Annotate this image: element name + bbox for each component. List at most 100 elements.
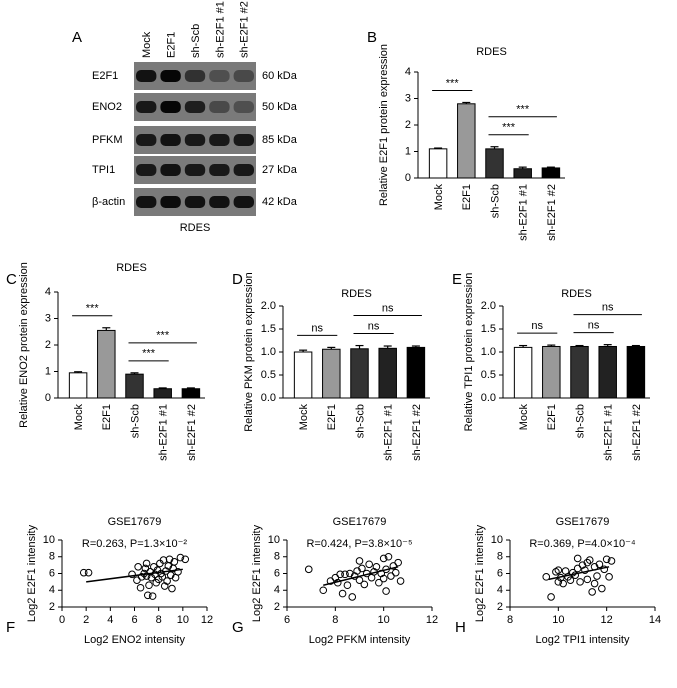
scatter-point bbox=[559, 579, 567, 588]
y-tick-label: 10 bbox=[491, 534, 503, 546]
bar bbox=[598, 345, 617, 399]
scatter-point bbox=[598, 584, 606, 593]
scatter-point bbox=[394, 558, 402, 567]
x-tick-label: E2F1 bbox=[326, 404, 338, 430]
blot-band bbox=[209, 134, 230, 146]
scatter-point bbox=[79, 568, 88, 577]
scatter-point bbox=[158, 573, 167, 581]
chart-title: RDES bbox=[476, 46, 507, 58]
x-tick-label: 12 bbox=[201, 614, 213, 626]
lane-label: sh-Scb bbox=[190, 24, 202, 58]
bar bbox=[293, 351, 313, 399]
protein-label: TPI1 bbox=[92, 164, 115, 176]
x-tick-label: sh-E2F1 #2 bbox=[631, 404, 643, 461]
x-tick-label: 12 bbox=[426, 614, 438, 626]
scatter-point bbox=[391, 568, 400, 577]
significance-label: *** bbox=[446, 77, 460, 89]
y-axis-label: Log2 E2F1 intensity bbox=[26, 524, 38, 622]
blot-band bbox=[184, 134, 206, 146]
scatter-point bbox=[581, 566, 589, 574]
size-label: 85 kDa bbox=[262, 134, 298, 146]
bar bbox=[428, 148, 448, 179]
protein-label: E2F1 bbox=[92, 70, 118, 82]
panel-letter: B bbox=[367, 29, 377, 46]
bar bbox=[513, 346, 533, 399]
significance-label: ns bbox=[382, 302, 394, 314]
scatter-point bbox=[384, 552, 393, 561]
scatter-point bbox=[585, 556, 594, 564]
x-tick-label: 14 bbox=[649, 614, 661, 626]
size-label: 42 kDa bbox=[262, 196, 298, 208]
chart-title: RDES bbox=[116, 262, 147, 274]
scatter-point bbox=[304, 565, 313, 574]
bar bbox=[457, 103, 476, 179]
y-tick-label: 1 bbox=[45, 365, 51, 377]
bar bbox=[322, 348, 341, 399]
panel-letter: C bbox=[6, 271, 17, 288]
bar bbox=[485, 148, 504, 179]
blot-band bbox=[136, 196, 157, 208]
blot-caption: RDES bbox=[180, 222, 211, 234]
panel-letter: F bbox=[6, 619, 15, 636]
y-tick-label: 1.0 bbox=[481, 346, 496, 358]
y-axis-label: Relative E2F1 protein expression bbox=[378, 44, 390, 206]
y-tick-label: 8 bbox=[274, 551, 280, 563]
scatter-point bbox=[338, 589, 347, 598]
y-tick-label: 4 bbox=[49, 584, 55, 596]
fit-line bbox=[323, 566, 399, 586]
x-tick-label: 0 bbox=[59, 614, 65, 626]
blot-band bbox=[184, 164, 206, 176]
panel-letter: G bbox=[232, 619, 244, 636]
scatter-point bbox=[593, 572, 601, 580]
scatter-point bbox=[573, 554, 582, 563]
y-tick-label: 2 bbox=[45, 339, 51, 351]
x-tick-label: 10 bbox=[177, 614, 189, 626]
blot-band bbox=[209, 101, 230, 113]
x-tick-label: 6 bbox=[131, 614, 137, 626]
blot-band bbox=[184, 101, 206, 113]
bar bbox=[542, 345, 561, 399]
scatter-point bbox=[588, 588, 596, 596]
size-label: 27 kDa bbox=[262, 164, 298, 176]
y-tick-label: 6 bbox=[49, 567, 55, 579]
chart-title: GSE17679 bbox=[333, 516, 387, 528]
y-tick-label: 2.0 bbox=[261, 300, 276, 312]
protein-label: PFKM bbox=[92, 134, 123, 146]
x-tick-label: 10 bbox=[552, 614, 564, 626]
x-tick-label: Mock bbox=[298, 404, 310, 431]
blot-band bbox=[233, 70, 254, 82]
scatter-point bbox=[168, 584, 176, 593]
y-axis-label: Relative ENO2 protein expression bbox=[18, 262, 30, 428]
scatter-point bbox=[84, 568, 93, 577]
size-label: 50 kDa bbox=[262, 101, 298, 113]
scatter-point bbox=[396, 577, 405, 585]
y-tick-label: 1 bbox=[405, 145, 411, 157]
bar bbox=[570, 345, 589, 399]
panel-letter: H bbox=[455, 619, 466, 636]
x-tick-label: sh-E2F1 #1 bbox=[603, 404, 615, 461]
x-axis-label: Log2 ENO2 intensity bbox=[84, 634, 185, 646]
blot-band bbox=[136, 164, 157, 176]
bar bbox=[68, 372, 88, 399]
x-tick-label: E2F1 bbox=[461, 184, 473, 210]
y-tick-label: 2 bbox=[405, 119, 411, 131]
scatter-point bbox=[143, 591, 152, 600]
y-tick-label: 3 bbox=[45, 312, 51, 324]
x-tick-label: 8 bbox=[332, 614, 338, 626]
scatter-point bbox=[375, 578, 383, 587]
significance-label: ns bbox=[602, 302, 614, 314]
scatter-point bbox=[128, 570, 136, 579]
panel-letter: A bbox=[72, 29, 82, 46]
bar bbox=[626, 345, 646, 399]
significance-label: ns bbox=[588, 320, 600, 332]
scatter-point bbox=[379, 574, 388, 583]
x-tick-label: Mock bbox=[433, 184, 445, 211]
x-tick-label: E2F1 bbox=[546, 404, 558, 430]
blot-band bbox=[136, 101, 157, 113]
scatter-point bbox=[341, 570, 349, 579]
scatter-point bbox=[600, 565, 609, 574]
blot-band bbox=[233, 196, 254, 208]
size-label: 60 kDa bbox=[262, 70, 298, 82]
y-tick-label: 1.5 bbox=[261, 323, 276, 335]
